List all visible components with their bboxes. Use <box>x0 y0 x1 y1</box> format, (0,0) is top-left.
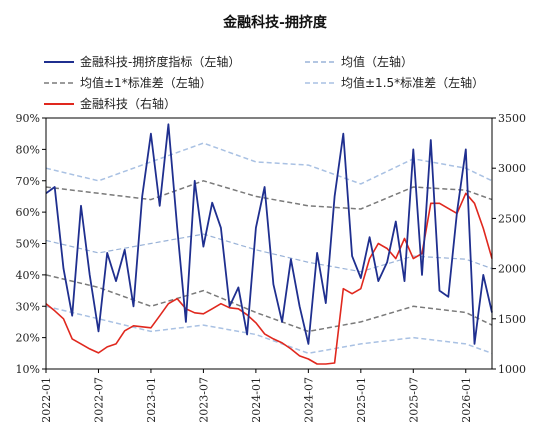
series-line-band15_lower <box>45 305 493 355</box>
right-tick-label: 1000 <box>498 363 526 376</box>
axes: 10% 20% 30% 40% 50% 60% 70% 80% 90% 1000 1500 2000 2… <box>16 112 526 423</box>
right-tick-label: 3000 <box>498 162 526 175</box>
left-tick-label: 60% <box>16 206 40 219</box>
right-tick-label: 2500 <box>498 212 526 225</box>
left-tick-label: 50% <box>16 238 40 251</box>
left-tick-label: 70% <box>16 175 40 188</box>
left-tick-label: 40% <box>16 269 40 282</box>
plot-area <box>45 123 493 365</box>
legend-label-band1: 均值±1*标准差（左轴） <box>80 75 212 90</box>
series-line-band15_upper <box>45 142 493 185</box>
right-tick-label: 3500 <box>498 112 526 125</box>
x-tick-label: 2022-01 <box>40 377 53 423</box>
legend-label-mean: 均值（左轴） <box>341 54 413 69</box>
legend-label-crowding: 金融科技-拥挤度指标（左轴） <box>80 54 240 69</box>
chart-title: 金融科技-拥挤度 <box>222 14 328 31</box>
x-tick-label: 2025-07 <box>407 377 420 423</box>
series-line-mean_line <box>45 233 493 273</box>
series-line-band1_upper <box>45 180 493 210</box>
x-tick-label: 2024-01 <box>250 377 263 423</box>
right-tick-label: 2000 <box>498 263 526 276</box>
legend-label-band15: 均值±1.5*标准差（左轴） <box>341 75 484 90</box>
legend: 金融科技-拥挤度指标（左轴） 均值（左轴） 均值±1*标准差（左轴） 均值±1.5*标… <box>44 54 484 111</box>
right-tick-label: 1500 <box>498 313 526 326</box>
left-tick-label: 20% <box>16 332 40 345</box>
x-tick-label: 2022-07 <box>92 377 105 423</box>
x-tick-label: 2025-01 <box>355 377 368 423</box>
x-tick-label: 2023-01 <box>145 377 158 423</box>
x-tick-label: 2024-07 <box>302 377 315 423</box>
x-tick-label: 2026-01 <box>460 377 473 423</box>
series-line-crowding <box>45 123 493 345</box>
legend-label-fintech: 金融科技（右轴） <box>80 96 176 111</box>
left-tick-label: 30% <box>16 300 40 313</box>
x-tick-label: 2023-07 <box>197 377 210 423</box>
left-tick-label: 80% <box>16 143 40 156</box>
left-tick-label: 90% <box>16 112 40 125</box>
left-tick-label: 10% <box>16 363 40 376</box>
series-line-fintech <box>45 192 493 365</box>
